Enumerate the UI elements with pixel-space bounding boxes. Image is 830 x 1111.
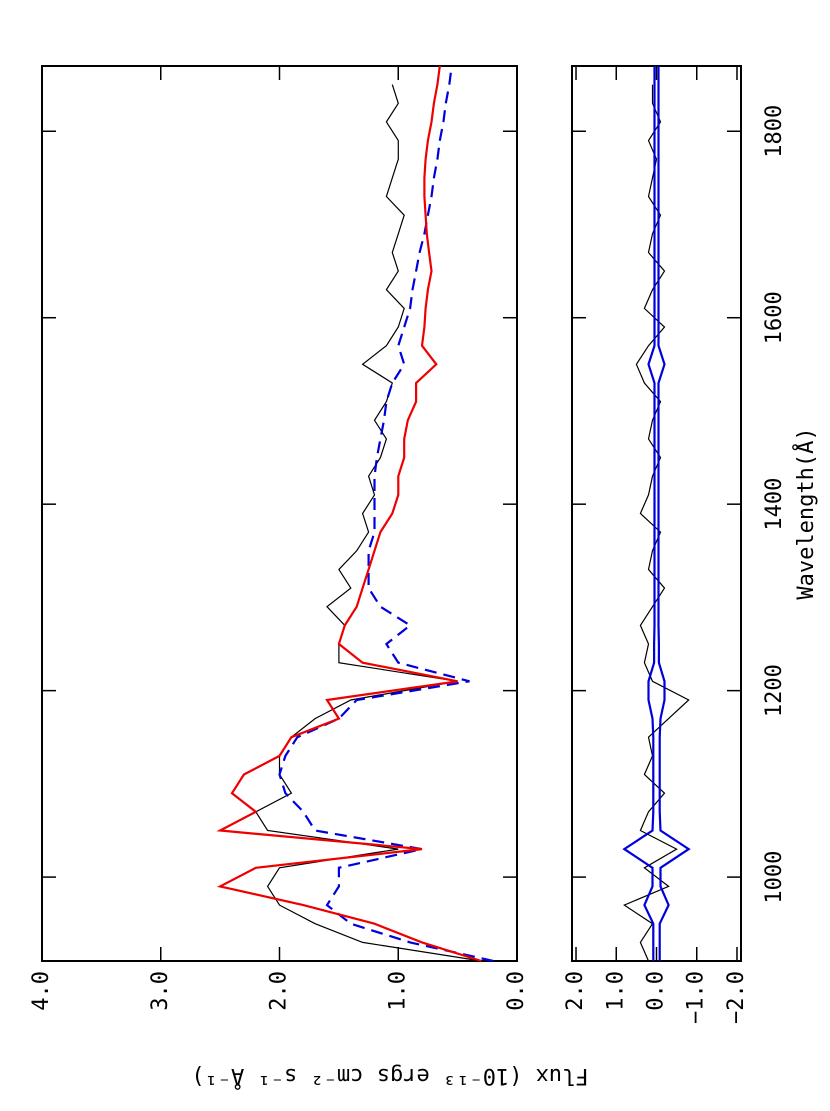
y-tick-label: 0.0 — [504, 971, 529, 1011]
series-line — [623, 84, 690, 962]
plot-frame — [571, 65, 742, 962]
y-tick-label: 1.0 — [385, 971, 410, 1011]
plot-frame — [41, 65, 518, 962]
x-axis-label: Wavelength(Å) — [792, 427, 819, 599]
x-tick-label: 1200 — [762, 664, 787, 717]
y-tick-label: −1.0 — [684, 971, 709, 1024]
series-line — [278, 65, 494, 963]
y-tick-label: 2.0 — [267, 971, 292, 1011]
x-tick-label: 1800 — [762, 105, 787, 158]
x-tick-label: 1600 — [762, 291, 787, 344]
series-line — [254, 84, 482, 962]
x-tick-label: 1400 — [762, 478, 787, 531]
x-tick-label: 1000 — [762, 851, 787, 904]
y-axis-label: Flux (10⁻¹³ ergs cm⁻² s⁻¹ Å⁻¹) — [191, 1063, 588, 1090]
y-tick-label: 3.0 — [148, 971, 173, 1011]
y-tick-label: −2.0 — [724, 971, 749, 1024]
y-tick-label: 2.0 — [563, 971, 588, 1011]
rotated-plot: 0.0 1.0 2.0 3.0 4.0 Flux (10⁻¹³ ergs cm⁻² s⁻¹… — [29, 65, 819, 1090]
y-tick-label: 4.0 — [29, 971, 54, 1011]
y-tick-label: 0.0 — [644, 971, 669, 1011]
y-tick-label: 1.0 — [603, 971, 628, 1011]
series-line — [216, 65, 482, 963]
series-line — [622, 66, 656, 961]
series-line — [657, 66, 691, 961]
